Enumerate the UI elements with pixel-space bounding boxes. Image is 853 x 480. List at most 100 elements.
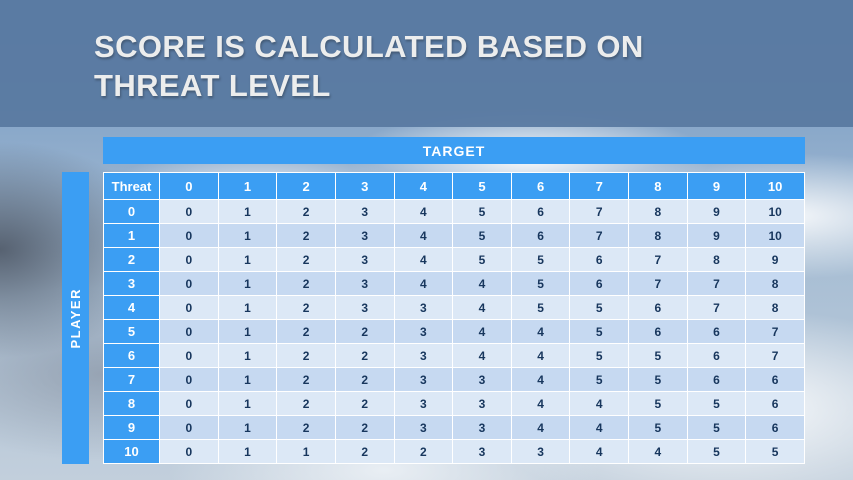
score-cell: 7 [745, 319, 805, 344]
score-cell: 5 [510, 271, 571, 296]
table-row: 0 0 1 2 3 4 5 6 7 8 9 10 [103, 199, 805, 224]
score-cell: 4 [510, 367, 571, 392]
score-cell: 2 [276, 271, 336, 296]
score-cell: 4 [393, 199, 454, 224]
score-cell: 1 [217, 271, 278, 296]
threat-row-header: 5 [103, 319, 160, 344]
score-cell: 2 [276, 391, 336, 416]
score-cell: 7 [686, 295, 747, 320]
slide-title-line2: THREAT LEVEL [94, 68, 331, 103]
score-cell: 5 [569, 319, 629, 344]
score-cell: 0 [159, 391, 219, 416]
score-cell: 5 [686, 415, 747, 440]
threat-row-header: 1 [103, 223, 160, 248]
score-cell: 8 [686, 247, 747, 272]
score-cell: 1 [217, 415, 278, 440]
threat-row-header: 9 [103, 415, 160, 440]
score-cell: 4 [452, 343, 512, 368]
score-cell: 2 [393, 439, 454, 464]
score-cell: 1 [217, 343, 278, 368]
score-cell: 5 [452, 223, 512, 248]
target-column-header: 4 [393, 172, 454, 200]
score-cell: 4 [452, 271, 512, 296]
score-table-body: 0 0 1 2 3 4 5 6 7 8 9 10 1 0 1 2 3 4 5 6 7 8 9 10 2 0 1 2 3 4 5 5 6 7 8 9 3 0… [103, 199, 805, 464]
score-cell: 5 [569, 343, 629, 368]
score-cell: 7 [628, 247, 688, 272]
score-cell: 7 [686, 271, 747, 296]
score-cell: 8 [628, 199, 688, 224]
target-column-header: 10 [745, 172, 805, 200]
score-cell: 4 [569, 415, 629, 440]
threat-row-header: 6 [103, 343, 160, 368]
score-cell: 6 [510, 223, 571, 248]
target-column-header: 2 [276, 172, 336, 200]
score-cell: 5 [510, 247, 571, 272]
score-cell: 8 [628, 223, 688, 248]
score-cell: 3 [452, 439, 512, 464]
score-cell: 3 [334, 247, 395, 272]
title-band: SCORE IS CALCULATED BASED ON THREAT LEVEL [0, 0, 853, 127]
score-cell: 3 [393, 295, 454, 320]
target-column-header: 5 [452, 172, 512, 200]
score-cell: 6 [686, 319, 747, 344]
score-cell: 0 [159, 319, 219, 344]
score-cell: 7 [569, 199, 629, 224]
score-cell: 2 [334, 415, 395, 440]
score-cell: 7 [745, 343, 805, 368]
score-cell: 5 [569, 295, 629, 320]
score-cell: 0 [159, 223, 219, 248]
score-cell: 2 [334, 319, 395, 344]
score-cell: 5 [628, 391, 688, 416]
score-cell: 1 [217, 295, 278, 320]
score-cell: 9 [745, 247, 805, 272]
slide-title: SCORE IS CALCULATED BASED ON THREAT LEVEL [94, 27, 644, 105]
score-cell: 2 [276, 295, 336, 320]
score-table-head: Threat 0 1 2 3 4 5 6 7 8 9 10 [103, 172, 805, 200]
score-table: Threat 0 1 2 3 4 5 6 7 8 9 10 0 0 1 2 3 4 5 6 7 8 9 10 1 0 1 2 3 4 5 6… [103, 172, 805, 464]
score-cell: 6 [569, 247, 629, 272]
score-cell: 6 [510, 199, 571, 224]
score-cell: 1 [217, 391, 278, 416]
target-label: TARGET [422, 142, 486, 159]
score-cell: 6 [686, 367, 747, 392]
score-cell: 5 [686, 439, 747, 464]
score-cell: 5 [686, 391, 747, 416]
score-cell: 3 [393, 391, 454, 416]
player-header-bar: PLAYER [62, 172, 89, 464]
score-cell: 1 [217, 367, 278, 392]
target-column-header: 6 [510, 172, 571, 200]
score-cell: 4 [510, 415, 571, 440]
score-cell: 3 [452, 367, 512, 392]
score-cell: 2 [334, 367, 395, 392]
score-cell: 1 [217, 439, 278, 464]
score-cell: 2 [276, 319, 336, 344]
score-cell: 3 [510, 439, 571, 464]
score-cell: 5 [510, 295, 571, 320]
score-cell: 6 [628, 319, 688, 344]
score-cell: 4 [393, 271, 454, 296]
score-cell: 6 [745, 367, 805, 392]
score-cell: 0 [159, 295, 219, 320]
target-column-header: 8 [628, 172, 688, 200]
score-cell: 5 [745, 439, 805, 464]
threat-row-header: 8 [103, 391, 160, 416]
threat-row-header: 2 [103, 247, 160, 272]
threat-row-header: 0 [103, 199, 160, 224]
table-row: 1 0 1 2 3 4 5 6 7 8 9 10 [103, 223, 805, 248]
target-column-header: 0 [159, 172, 219, 200]
score-cell: 3 [393, 367, 454, 392]
score-cell: 4 [452, 319, 512, 344]
player-label: PLAYER [68, 287, 83, 349]
score-cell: 6 [745, 415, 805, 440]
table-row: 10 0 1 1 2 2 3 3 4 4 5 5 [103, 439, 805, 464]
score-cell: 5 [452, 199, 512, 224]
score-cell: 2 [334, 439, 395, 464]
score-cell: 2 [334, 391, 395, 416]
score-cell: 1 [217, 247, 278, 272]
header-row: Threat 0 1 2 3 4 5 6 7 8 9 10 [103, 172, 805, 200]
